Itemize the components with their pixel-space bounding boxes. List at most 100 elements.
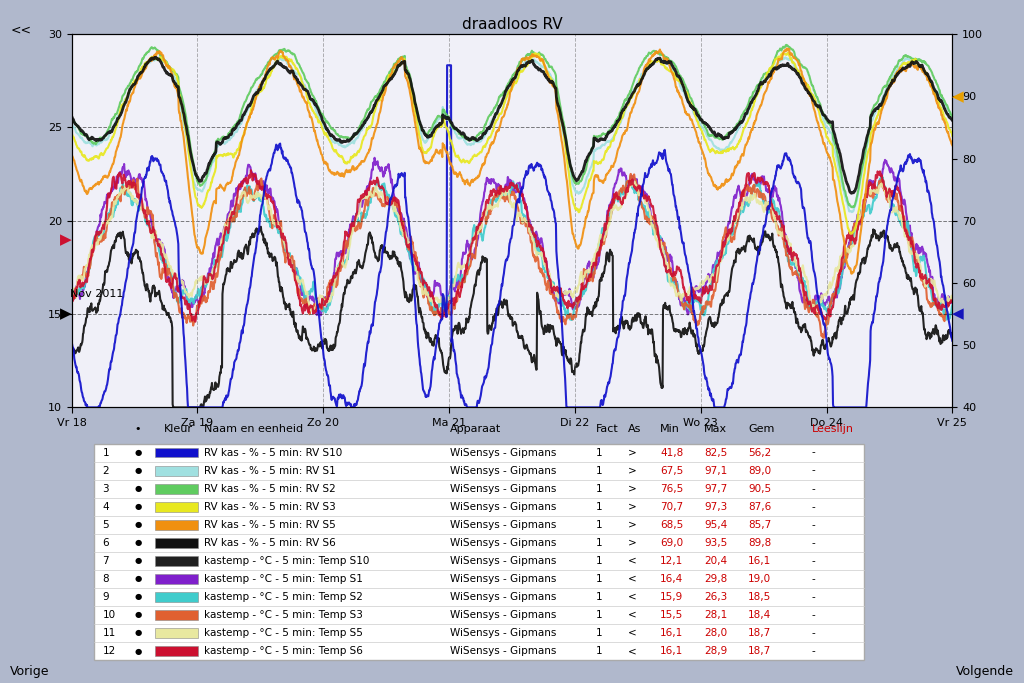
Text: Fact: Fact	[596, 423, 618, 434]
Text: 18,4: 18,4	[748, 610, 771, 620]
Text: WiSensys - Gipmans: WiSensys - Gipmans	[451, 502, 557, 512]
Text: <: <	[629, 592, 637, 602]
Text: -: -	[811, 574, 815, 584]
Text: ●: ●	[134, 484, 141, 493]
Text: 28,0: 28,0	[703, 628, 727, 638]
Text: 18,5: 18,5	[748, 592, 771, 602]
Text: 4: 4	[102, 502, 110, 512]
Text: 6: 6	[102, 538, 110, 548]
Text: Leeslijn: Leeslijn	[811, 423, 853, 434]
Bar	[156, 484, 198, 494]
Text: <: <	[629, 556, 637, 566]
Text: RV kas - % - 5 min: RV S1: RV kas - % - 5 min: RV S1	[204, 466, 336, 475]
Text: 97,1: 97,1	[703, 466, 727, 475]
Text: WiSensys - Gipmans: WiSensys - Gipmans	[451, 592, 557, 602]
Text: 1: 1	[596, 592, 602, 602]
Text: kastemp - °C - 5 min: Temp S1: kastemp - °C - 5 min: Temp S1	[204, 574, 362, 584]
Text: 9: 9	[102, 592, 110, 602]
Bar	[156, 502, 198, 512]
Text: 5: 5	[102, 520, 110, 530]
Text: 97,3: 97,3	[703, 502, 727, 512]
Bar	[156, 556, 198, 566]
Text: ●: ●	[134, 647, 141, 656]
Text: WiSensys - Gipmans: WiSensys - Gipmans	[451, 484, 557, 494]
Text: 11: 11	[102, 628, 116, 638]
Text: 97,7: 97,7	[703, 484, 727, 494]
Bar	[156, 646, 198, 656]
Text: WiSensys - Gipmans: WiSensys - Gipmans	[451, 447, 557, 458]
Text: 76,5: 76,5	[659, 484, 683, 494]
Text: WiSensys - Gipmans: WiSensys - Gipmans	[451, 628, 557, 638]
Text: >: >	[629, 484, 637, 494]
Text: 12: 12	[102, 646, 116, 656]
Text: WiSensys - Gipmans: WiSensys - Gipmans	[451, 466, 557, 475]
Bar	[156, 574, 198, 584]
Text: 16,1: 16,1	[659, 646, 683, 656]
Text: 69,0: 69,0	[659, 538, 683, 548]
Text: >: >	[629, 447, 637, 458]
Text: 7: 7	[102, 556, 110, 566]
Text: As: As	[629, 423, 642, 434]
Text: -: -	[811, 466, 815, 475]
Text: 16,4: 16,4	[659, 574, 683, 584]
Text: RV kas - % - 5 min: RV S2: RV kas - % - 5 min: RV S2	[204, 484, 336, 494]
Text: kastemp - °C - 5 min: Temp S2: kastemp - °C - 5 min: Temp S2	[204, 592, 362, 602]
Text: -: -	[811, 520, 815, 530]
Text: 1: 1	[596, 502, 602, 512]
Text: ●: ●	[134, 466, 141, 475]
Bar	[156, 447, 198, 458]
Text: >: >	[629, 520, 637, 530]
Text: 19,0: 19,0	[748, 574, 771, 584]
Text: •: •	[134, 423, 141, 434]
Text: -: -	[811, 538, 815, 548]
Text: WiSensys - Gipmans: WiSensys - Gipmans	[451, 520, 557, 530]
Text: ●: ●	[134, 611, 141, 619]
Text: 15,9: 15,9	[659, 592, 683, 602]
Text: 89,0: 89,0	[748, 466, 771, 475]
Text: 18,7: 18,7	[748, 628, 771, 638]
Text: 1: 1	[596, 520, 602, 530]
Text: ●: ●	[134, 574, 141, 583]
Text: WiSensys - Gipmans: WiSensys - Gipmans	[451, 574, 557, 584]
Text: 10: 10	[102, 610, 116, 620]
Text: 28,9: 28,9	[703, 646, 727, 656]
Text: kastemp - °C - 5 min: Temp S3: kastemp - °C - 5 min: Temp S3	[204, 610, 362, 620]
Text: 20,4: 20,4	[703, 556, 727, 566]
Text: 16,1: 16,1	[748, 556, 771, 566]
Text: <: <	[629, 610, 637, 620]
Text: 1: 1	[596, 556, 602, 566]
Text: 85,7: 85,7	[748, 520, 771, 530]
Text: WiSensys - Gipmans: WiSensys - Gipmans	[451, 556, 557, 566]
Text: Min: Min	[659, 423, 680, 434]
Text: 1: 1	[596, 484, 602, 494]
Text: Volgende: Volgende	[955, 665, 1014, 678]
Text: 70,7: 70,7	[659, 502, 683, 512]
Text: ●: ●	[134, 520, 141, 529]
Text: RV kas - % - 5 min: RV S10: RV kas - % - 5 min: RV S10	[204, 447, 342, 458]
Title: draadloos RV: draadloos RV	[462, 16, 562, 31]
Text: >: >	[629, 466, 637, 475]
Text: RV kas - % - 5 min: RV S5: RV kas - % - 5 min: RV S5	[204, 520, 336, 530]
Text: >: >	[629, 538, 637, 548]
Text: 26,3: 26,3	[703, 592, 727, 602]
Text: 41,8: 41,8	[659, 447, 683, 458]
Text: Gem: Gem	[748, 423, 774, 434]
Text: WiSensys - Gipmans: WiSensys - Gipmans	[451, 646, 557, 656]
Text: ◀: ◀	[952, 89, 964, 104]
Text: ●: ●	[134, 502, 141, 511]
Text: -: -	[811, 556, 815, 566]
Text: -: -	[811, 502, 815, 512]
Bar	[156, 520, 198, 530]
Text: -: -	[811, 646, 815, 656]
Text: kastemp - °C - 5 min: Temp S6: kastemp - °C - 5 min: Temp S6	[204, 646, 362, 656]
Text: 3: 3	[102, 484, 110, 494]
Text: 28,1: 28,1	[703, 610, 727, 620]
Bar	[156, 628, 198, 638]
Text: 1: 1	[596, 447, 602, 458]
Bar	[156, 466, 198, 475]
Text: 1: 1	[596, 628, 602, 638]
Text: WiSensys - Gipmans: WiSensys - Gipmans	[451, 610, 557, 620]
Text: ▶: ▶	[60, 232, 72, 247]
Text: 29,8: 29,8	[703, 574, 727, 584]
Text: 87,6: 87,6	[748, 502, 771, 512]
